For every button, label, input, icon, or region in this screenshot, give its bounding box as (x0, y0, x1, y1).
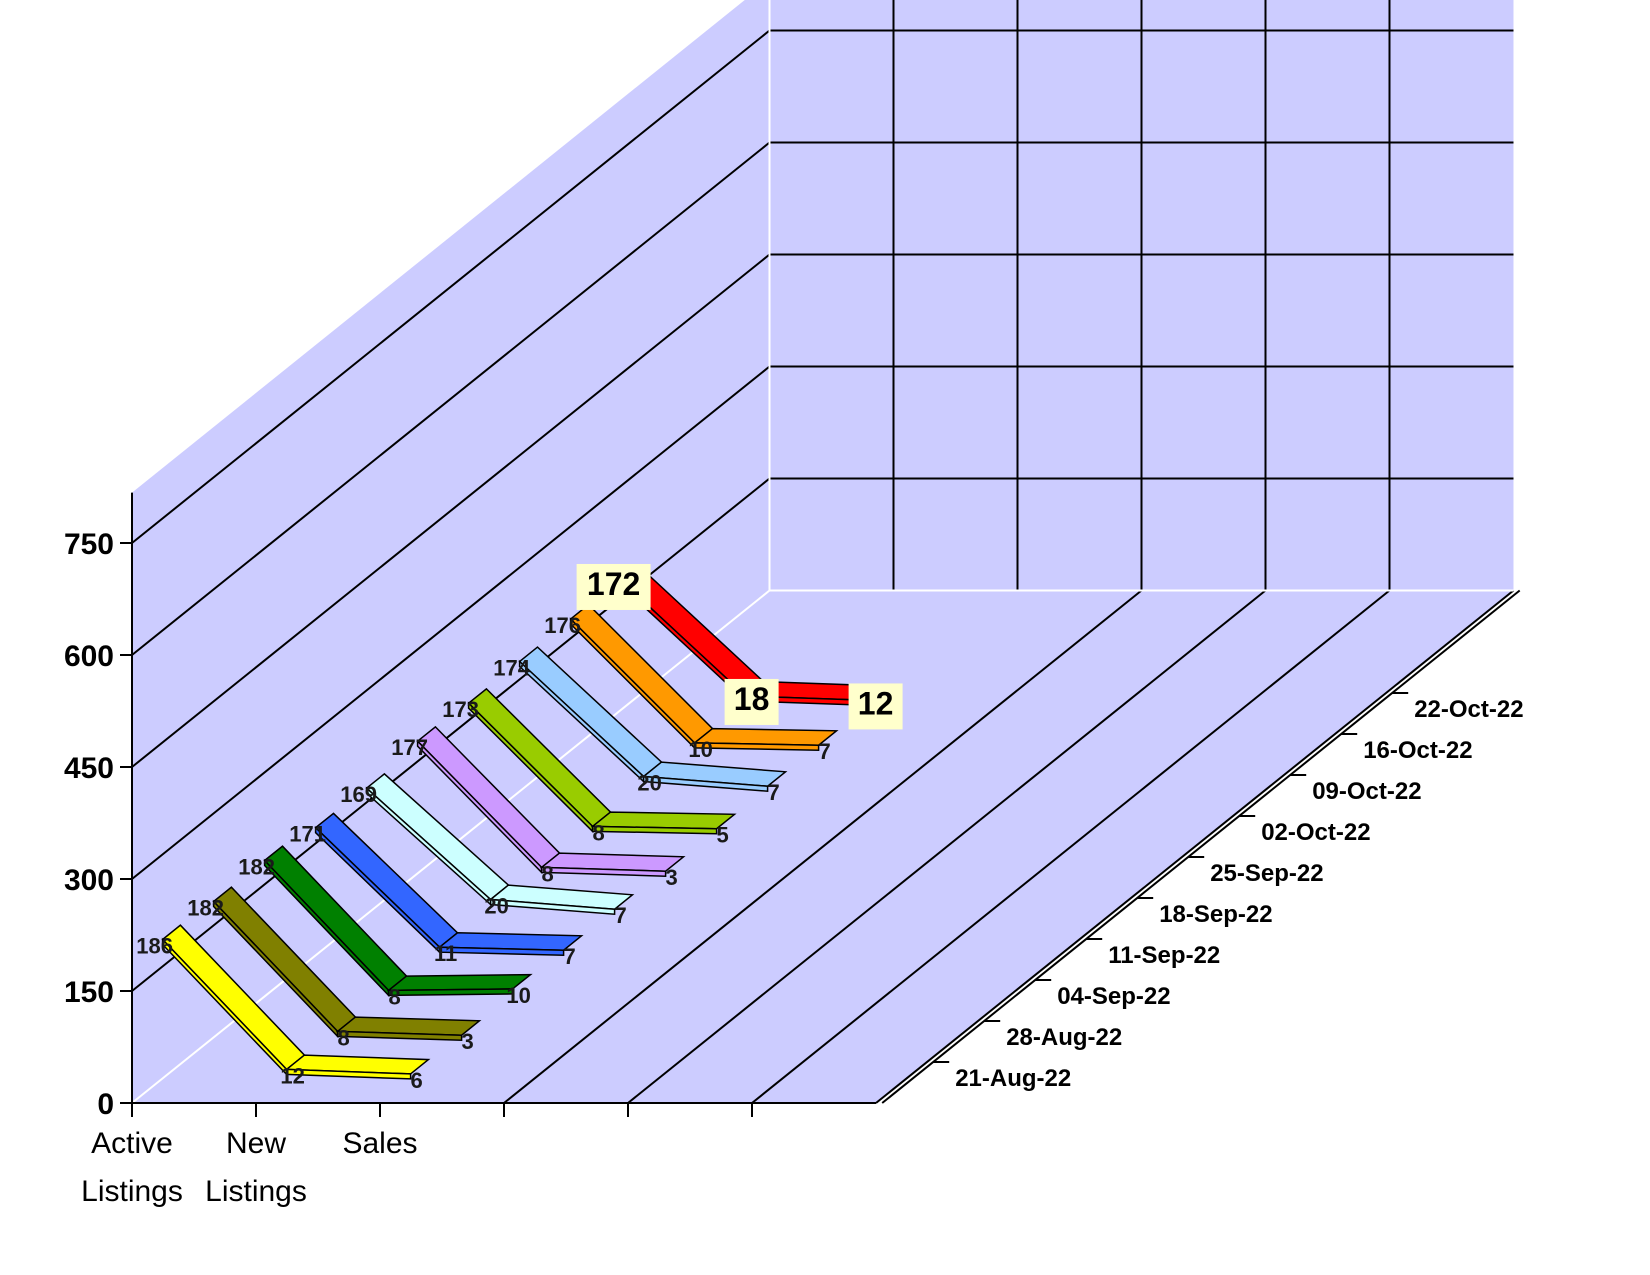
x-tick-label: Listings (81, 1175, 183, 1208)
data-label: 169 (340, 782, 377, 807)
y-tick-label: 0 (97, 1088, 114, 1121)
side-wall (132, 0, 770, 1103)
series-segment-edge (285, 1068, 412, 1080)
z-tick-label: 21-Aug-22 (955, 1065, 1071, 1092)
series-25-Sep-22 (416, 725, 686, 877)
x-tick-label: New (226, 1127, 286, 1160)
series-28-Aug-22 (212, 886, 482, 1041)
data-label: 171 (289, 822, 326, 847)
series-segment-edge (438, 946, 565, 956)
data-label: 174 (493, 655, 530, 680)
data-label: 7 (818, 739, 830, 764)
data-label-bg (576, 563, 651, 610)
y-tick-label: 300 (64, 864, 114, 897)
data-label: 182 (187, 896, 224, 921)
data-label: 176 (544, 613, 581, 638)
x-tick-label: Active (91, 1127, 173, 1160)
z-tick-label: 04-Sep-22 (1057, 983, 1170, 1010)
data-label: 3 (665, 865, 677, 890)
series-segment-edge (540, 866, 667, 877)
z-tick-label: 28-Aug-22 (1006, 1024, 1122, 1051)
data-label: 182 (238, 855, 275, 880)
series-segment-edge (387, 988, 514, 997)
series-02-Oct-22 (467, 687, 737, 835)
z-tick-label: 22-Oct-22 (1414, 696, 1523, 723)
series-09-Oct-22 (518, 646, 788, 793)
y-tick-label: 450 (64, 752, 114, 785)
data-label: 12 (280, 1063, 304, 1088)
z-tick-label: 25-Sep-22 (1210, 860, 1323, 887)
data-label: 20 (637, 770, 661, 795)
series-18-Sep-22 (365, 772, 635, 916)
series-16-Oct-22 (569, 603, 839, 751)
gridline-floor (503, 589, 1143, 1104)
data-label-bg (724, 678, 779, 725)
z-tick-label: 11-Sep-22 (1108, 942, 1220, 969)
data-label: 173 (442, 697, 479, 722)
y-tick-label: 600 (64, 640, 114, 673)
x-tick-label: Sales (342, 1127, 417, 1160)
data-label: 172 (587, 566, 640, 602)
data-label: 8 (541, 861, 553, 886)
y-tick-label: 150 (64, 976, 114, 1009)
series-segment-edge (693, 742, 820, 751)
data-label: 10 (506, 983, 530, 1008)
series-04-Sep-22 (263, 845, 533, 998)
series-21-Aug-22 (161, 924, 431, 1080)
y-tick-label: 750 (64, 528, 114, 561)
data-label-bg (848, 683, 903, 730)
series-segment-edge (591, 825, 718, 835)
data-label: 186 (136, 934, 173, 959)
chart-axes: 0 150 300 450 600 750 Active Listings New Listing… (64, 492, 1524, 1208)
data-label: 20 (484, 893, 508, 918)
series-segment-edge (489, 898, 616, 916)
data-labels: 186 12 6 182 8 3 182 8 10 171 11 7 169 20 7 177 8 3 173 8 5 1… (136, 563, 903, 1093)
data-label: 5 (716, 823, 728, 848)
data-label: 3 (461, 1029, 473, 1054)
series-group (161, 565, 890, 1080)
gridline-floor (875, 589, 1515, 1104)
gridline-floor (627, 589, 1267, 1104)
x-tick-label: Listings (205, 1175, 307, 1208)
data-label: 177 (391, 735, 428, 760)
data-label: 18 (734, 681, 770, 717)
series-11-Sep-22 (314, 812, 584, 956)
data-label: 12 (858, 685, 894, 721)
data-label: 6 (410, 1068, 422, 1093)
series-segment-edge (336, 1030, 463, 1041)
z-axis-line (881, 589, 1521, 1104)
data-label: 8 (388, 984, 400, 1009)
z-tick-label: 09-Oct-22 (1312, 778, 1421, 805)
data-label: 7 (563, 944, 575, 969)
z-tick-label: 16-Oct-22 (1363, 737, 1472, 764)
data-label: 7 (767, 780, 779, 805)
z-tick-label: 02-Oct-22 (1261, 819, 1370, 846)
chart-gridlines (131, 0, 1515, 1104)
data-label: 10 (688, 737, 712, 762)
data-label: 8 (592, 820, 604, 845)
series-segment-edge (642, 775, 769, 793)
gridline-floor (751, 589, 1391, 1104)
z-tick-label: 18-Sep-22 (1159, 901, 1272, 928)
data-label: 8 (337, 1025, 349, 1050)
data-label: 11 (434, 941, 457, 966)
data-label: 7 (614, 903, 626, 928)
